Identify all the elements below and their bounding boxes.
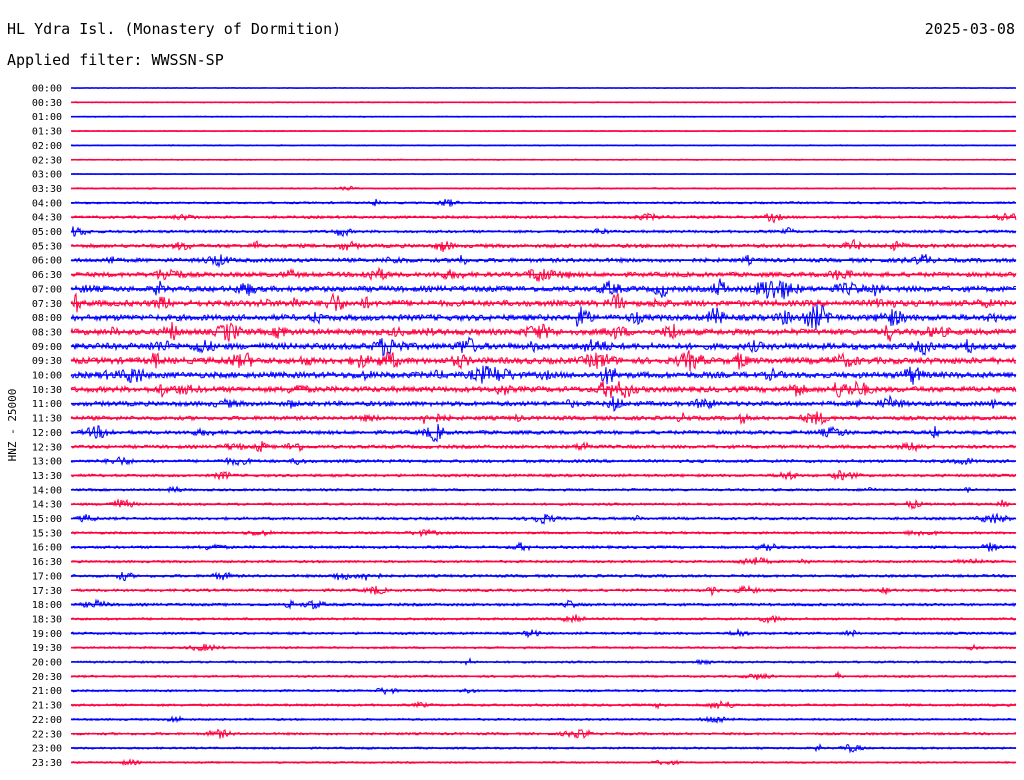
- filter-label: Applied filter: WWSSN-SP: [7, 51, 224, 69]
- row-time-label: 23:30: [32, 758, 62, 769]
- station-title: HL Ydra Isl. (Monastery of Dormition): [7, 20, 342, 38]
- trace-line: [70, 303, 1017, 330]
- row-time-label: 06:00: [32, 256, 62, 267]
- y-axis-label: HNZ - 25000: [6, 389, 19, 462]
- row-time-label: 00:30: [32, 98, 62, 109]
- row-time-label: 15:30: [32, 528, 62, 539]
- row-time-label: 12:00: [32, 428, 62, 439]
- row-time-label: 08:30: [32, 327, 62, 338]
- row-time-label: 00:00: [32, 84, 62, 95]
- row-time-label: 14:30: [32, 500, 62, 511]
- row-time-label: 11:30: [32, 414, 62, 425]
- row-time-label: 11:00: [32, 399, 62, 410]
- row-time-label: 09:30: [32, 356, 62, 367]
- row-time-label: 23:00: [32, 744, 62, 755]
- row-time-label: 13:00: [32, 457, 62, 468]
- row-time-label: 08:00: [32, 313, 62, 324]
- y-axis-label-group: HNZ - 25000: [6, 389, 19, 462]
- row-time-label: 20:00: [32, 658, 62, 669]
- row-time-label: 21:00: [32, 686, 62, 697]
- row-time-label: 05:00: [32, 227, 62, 238]
- row-time-label: 02:30: [32, 155, 62, 166]
- row-time-label: 05:30: [32, 241, 62, 252]
- row-time-label: 14:00: [32, 485, 62, 496]
- row-time-label: 17:30: [32, 586, 62, 597]
- row-time-label: 17:00: [32, 571, 62, 582]
- date-label: 2025-03-08: [924, 20, 1015, 38]
- row-time-label: 18:00: [32, 600, 62, 611]
- row-time-label: 12:30: [32, 442, 62, 453]
- row-time-label: 02:00: [32, 141, 62, 152]
- row-time-label: 03:00: [32, 170, 62, 181]
- row-time-label: 22:00: [32, 715, 62, 726]
- row-time-label: 04:30: [32, 213, 62, 224]
- row-time-label: 22:30: [32, 729, 62, 740]
- row-time-label: 16:00: [32, 543, 62, 554]
- row-time-label: 10:00: [32, 371, 62, 382]
- row-time-label: 01:30: [32, 127, 62, 138]
- row-time-label: 15:00: [32, 514, 62, 525]
- row-time-label: 07:30: [32, 299, 62, 310]
- row-time-label: 13:30: [32, 471, 62, 482]
- row-time-label: 10:30: [32, 385, 62, 396]
- row-time-label: 03:30: [32, 184, 62, 195]
- row-time-label: 18:30: [32, 614, 62, 625]
- row-time-label: 06:30: [32, 270, 62, 281]
- row-time-label: 16:30: [32, 557, 62, 568]
- row-time-label: 07:00: [32, 284, 62, 295]
- row-time-label: 19:30: [32, 643, 62, 654]
- row-time-label: 04:00: [32, 198, 62, 209]
- row-time-label: 19:00: [32, 629, 62, 640]
- row-time-label: 21:30: [32, 701, 62, 712]
- trace-rows: 00:00 00:30 01:00 01:30 02:00 02:30 03:00 03:30…: [32, 84, 1017, 769]
- row-time-label: 01:00: [32, 112, 62, 123]
- row-time-label: 09:00: [32, 342, 62, 353]
- row-time-label: 20:30: [32, 672, 62, 683]
